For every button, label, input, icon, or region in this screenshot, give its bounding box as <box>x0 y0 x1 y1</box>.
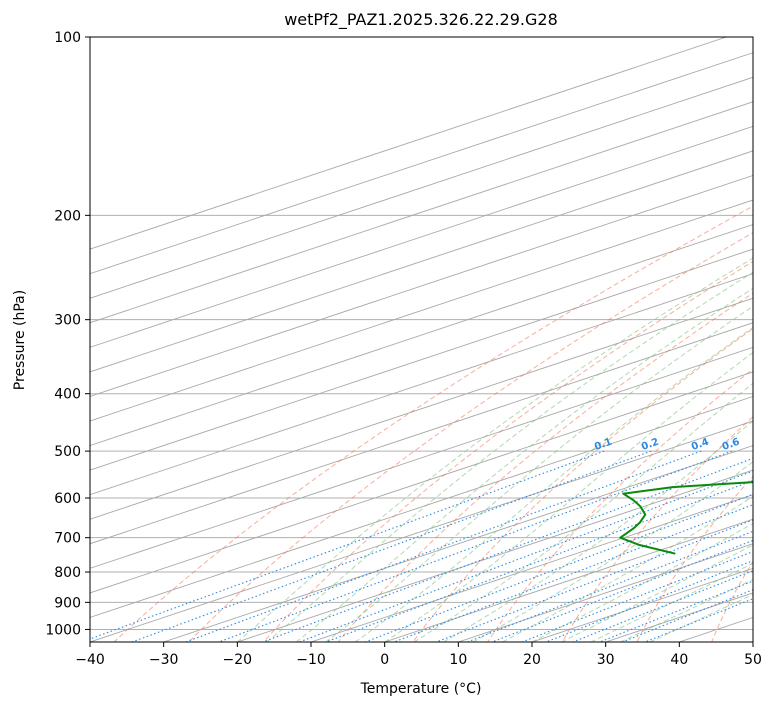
mixing-ratio-line <box>218 450 733 642</box>
isotherm-line <box>90 101 753 324</box>
y-tick-label: 900 <box>54 595 81 611</box>
moist-adiabat <box>649 593 753 642</box>
dry-adiabat <box>636 475 753 642</box>
x-tick-label: 10 <box>449 652 467 668</box>
isotherm-line <box>90 297 753 520</box>
y-tick-label: 700 <box>54 531 81 547</box>
isotherm-line <box>90 371 753 594</box>
isotherm-line <box>90 273 753 496</box>
x-tick-label: 40 <box>670 652 688 668</box>
x-tick-label: 20 <box>523 652 541 668</box>
y-tick-label: 400 <box>54 387 81 403</box>
isotherm-line <box>90 76 753 299</box>
isotherm-lines <box>90 37 753 642</box>
moist-adiabat <box>620 578 753 642</box>
dry-adiabat <box>113 205 753 642</box>
chart-title: wetPf2_PAZ1.2025.326.22.29.G28 <box>284 10 558 30</box>
mixing-ratio-line <box>572 570 753 642</box>
x-tick-label: −10 <box>296 652 326 668</box>
y-tick-label: 1000 <box>45 622 81 638</box>
y-axis-ticks: 100 200 300 400 500 600 700 800 900 1000 <box>45 30 90 638</box>
moist-adiabat <box>236 257 753 642</box>
moist-adiabat <box>325 305 753 642</box>
isotherm-line <box>90 248 753 471</box>
y-tick-label: 600 <box>54 491 81 507</box>
isotherm-line <box>90 224 753 447</box>
plot-area: -100-90-80-70-60-50-40-30-20-10010203040… <box>90 37 753 642</box>
moist-adiabat <box>354 326 753 642</box>
isotherm-line <box>90 174 753 397</box>
mixing-ratio-line <box>467 530 753 642</box>
moist-adiabat <box>266 271 753 642</box>
dry-adiabat <box>188 232 753 642</box>
x-tick-label: 50 <box>744 652 762 668</box>
isotherm-line <box>90 322 753 545</box>
isotherm-line <box>90 420 753 642</box>
moist-adiabat <box>384 351 753 642</box>
sounding-profiles <box>619 481 753 555</box>
moist-adiabats <box>236 257 753 642</box>
isotherm-line <box>90 37 727 250</box>
isotherm-line <box>90 52 753 275</box>
y-tick-label: 800 <box>54 565 81 581</box>
isotherm-line <box>90 150 753 373</box>
dry-adiabat <box>487 368 753 642</box>
x-tick-label: −30 <box>149 652 179 668</box>
y-tick-label: 100 <box>54 30 81 46</box>
isotherm-line <box>90 395 753 618</box>
isotherm-line <box>90 346 753 569</box>
y-axis-title: Pressure (hPa) <box>12 290 28 390</box>
mixing-ratio-line <box>131 450 652 642</box>
isotherm-line <box>310 494 753 642</box>
moist-adiabat <box>502 495 753 642</box>
y-tick-label: 200 <box>54 208 81 224</box>
x-axis-ticks: −40 −30 −20 −10 0 10 20 30 40 50 <box>75 642 762 668</box>
moist-adiabat <box>472 461 753 642</box>
mixing-ratio-line <box>492 539 753 642</box>
mixing-ratio-lines <box>90 450 753 642</box>
moist-adiabat <box>531 522 753 642</box>
x-tick-label: −20 <box>223 652 253 668</box>
x-tick-label: −40 <box>75 652 105 668</box>
y-tick-label: 300 <box>54 313 81 329</box>
moist-adiabat <box>295 287 753 642</box>
isotherm-line <box>90 125 753 348</box>
mixing-ratio-line <box>185 450 702 642</box>
plot-frame <box>89 36 754 643</box>
moist-adiabat <box>443 420 753 642</box>
x-tick-label: 30 <box>597 652 615 668</box>
x-tick-label: 0 <box>380 652 389 668</box>
mixing-ratio-line <box>521 550 753 642</box>
mixing-ratio-line <box>299 470 753 642</box>
y-tick-label: 500 <box>54 444 81 460</box>
mixing-ratio-line <box>90 450 605 640</box>
isotherm-line <box>237 469 753 642</box>
mixing-ratio-line <box>393 504 753 642</box>
x-axis-title: Temperature (°C) <box>360 681 482 697</box>
moist-adiabat <box>413 382 753 642</box>
isotherm-line <box>384 518 753 642</box>
isotherm-line <box>163 445 753 642</box>
isotherm-line <box>90 199 753 422</box>
dewpoint-profile-line <box>619 481 753 555</box>
mixing-ratio-line <box>644 598 753 642</box>
